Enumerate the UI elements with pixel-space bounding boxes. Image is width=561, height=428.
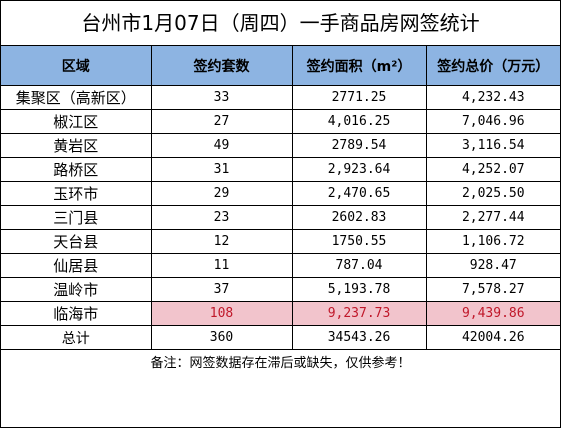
cell-units: 31 bbox=[150, 157, 293, 182]
cell-region: 三门县 bbox=[1, 205, 152, 230]
cell-price: 4,252.07 bbox=[425, 157, 560, 182]
cell-units: 12 bbox=[150, 229, 293, 254]
header-region: 区域 bbox=[1, 46, 152, 86]
total-units: 360 bbox=[150, 325, 293, 350]
cell-units: 37 bbox=[150, 277, 293, 302]
cell-units: 29 bbox=[150, 181, 293, 206]
total-label: 总计 bbox=[1, 325, 152, 350]
cell-units: 23 bbox=[150, 205, 293, 230]
cell-area: 2789.54 bbox=[291, 133, 427, 158]
cell-region: 温岭市 bbox=[1, 277, 152, 302]
table-row: 仙居县 11 787.04 928.47 bbox=[1, 253, 560, 278]
table-row: 黄岩区 49 2789.54 3,116.54 bbox=[1, 133, 560, 158]
cell-price: 4,232.43 bbox=[425, 85, 560, 110]
cell-region: 玉环市 bbox=[1, 181, 152, 206]
cell-price: 2,025.50 bbox=[425, 181, 560, 206]
header-area: 签约面积（m²） bbox=[291, 46, 427, 86]
total-price: 42004.26 bbox=[425, 325, 560, 350]
cell-units: 108 bbox=[150, 301, 293, 326]
cell-units: 27 bbox=[150, 109, 293, 134]
cell-area: 2,923.64 bbox=[291, 157, 427, 182]
total-row: 总计 360 34543.26 42004.26 bbox=[1, 325, 560, 350]
table-row: 椒江区 27 4,016.25 7,046.96 bbox=[1, 109, 560, 134]
note-row: 备注：网签数据存在滞后或缺失，仅供参考！ bbox=[1, 349, 560, 373]
cell-region: 路桥区 bbox=[1, 157, 152, 182]
cell-region: 集聚区（高新区） bbox=[1, 85, 152, 110]
table-row: 路桥区 31 2,923.64 4,252.07 bbox=[1, 157, 560, 182]
sheet-title: 台州市1月07日（周四）一手商品房网签统计 bbox=[1, 1, 560, 46]
table-header-row: 区域 签约套数 签约面积（m²） 签约总价（万元） bbox=[1, 46, 560, 86]
cell-price: 2,277.44 bbox=[425, 205, 560, 230]
cell-price: 3,116.54 bbox=[425, 133, 560, 158]
stats-table: 区域 签约套数 签约面积（m²） 签约总价（万元） 集聚区（高新区） 33 27… bbox=[1, 46, 560, 373]
cell-area: 2,470.65 bbox=[291, 181, 427, 206]
cell-area: 2602.83 bbox=[291, 205, 427, 230]
cell-units: 49 bbox=[150, 133, 293, 158]
cell-area: 4,016.25 bbox=[291, 109, 427, 134]
cell-area: 1750.55 bbox=[291, 229, 427, 254]
total-area: 34543.26 bbox=[291, 325, 427, 350]
footnote: 备注：网签数据存在滞后或缺失，仅供参考！ bbox=[1, 349, 560, 373]
table-row: 玉环市 29 2,470.65 2,025.50 bbox=[1, 181, 560, 206]
cell-region: 天台县 bbox=[1, 229, 152, 254]
table-row-highlighted: 临海市 108 9,237.73 9,439.86 bbox=[1, 301, 560, 326]
table-row: 天台县 12 1750.55 1,106.72 bbox=[1, 229, 560, 254]
cell-area: 787.04 bbox=[291, 253, 427, 278]
cell-price: 7,046.96 bbox=[425, 109, 560, 134]
cell-area: 5,193.78 bbox=[291, 277, 427, 302]
table-row: 温岭市 37 5,193.78 7,578.27 bbox=[1, 277, 560, 302]
cell-region: 临海市 bbox=[1, 301, 152, 326]
header-price: 签约总价（万元） bbox=[425, 46, 560, 86]
table-row: 三门县 23 2602.83 2,277.44 bbox=[1, 205, 560, 230]
header-units: 签约套数 bbox=[150, 46, 293, 86]
cell-region: 椒江区 bbox=[1, 109, 152, 134]
cell-units: 33 bbox=[150, 85, 293, 110]
cell-price: 928.47 bbox=[425, 253, 560, 278]
cell-units: 11 bbox=[150, 253, 293, 278]
cell-price: 7,578.27 bbox=[425, 277, 560, 302]
cell-price: 9,439.86 bbox=[425, 301, 560, 326]
cell-area: 9,237.73 bbox=[291, 301, 427, 326]
table-row: 集聚区（高新区） 33 2771.25 4,232.43 bbox=[1, 85, 560, 110]
cell-region: 黄岩区 bbox=[1, 133, 152, 158]
cell-price: 1,106.72 bbox=[425, 229, 560, 254]
cell-area: 2771.25 bbox=[291, 85, 427, 110]
cell-region: 仙居县 bbox=[1, 253, 152, 278]
